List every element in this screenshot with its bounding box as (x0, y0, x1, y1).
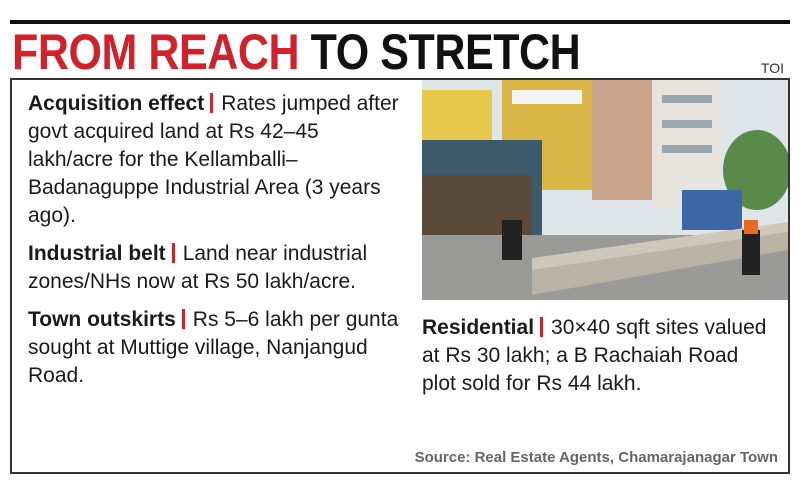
top-rule (10, 20, 790, 24)
headline-red: FROM REACH (12, 24, 300, 80)
item: Residential 30×40 sqft sites valued at Rs… (422, 314, 772, 398)
content-box: Acquisition effect Rates jumped after gov… (10, 78, 790, 474)
item-heading: Industrial belt (28, 242, 166, 265)
headline-black: TO STRETCH (310, 24, 581, 80)
item-text: 30×40 sqft sites valued at Rs 30 lakh; a… (422, 316, 767, 395)
item-text: Land near industrial zones/NHs now at Rs… (28, 242, 368, 293)
separator (540, 317, 544, 337)
headline: FROM REACH TO STRETCH (12, 24, 581, 80)
item-text: Rs 5–6 lakh per gunta sought at Muttige … (28, 308, 399, 387)
street-photo (422, 80, 788, 300)
source: Source: Real Estate Agents, Chamarajanag… (414, 449, 778, 466)
item-heading: Town outskirts (28, 308, 176, 331)
left-column: Acquisition effect Rates jumped after gov… (28, 90, 400, 400)
item: Acquisition effect Rates jumped after gov… (28, 90, 400, 230)
item-heading: Residential (422, 316, 535, 339)
item-text: Rates jumped after govt acquired land at… (28, 92, 399, 227)
separator (171, 243, 175, 263)
brand: TOI (760, 60, 784, 76)
separator (181, 309, 185, 329)
separator (210, 93, 214, 113)
item: Industrial belt Land near industrial zone… (28, 240, 400, 296)
item-heading: Acquisition effect (28, 92, 205, 115)
item: Town outskirts Rs 5–6 lakh per gunta soug… (28, 306, 400, 390)
